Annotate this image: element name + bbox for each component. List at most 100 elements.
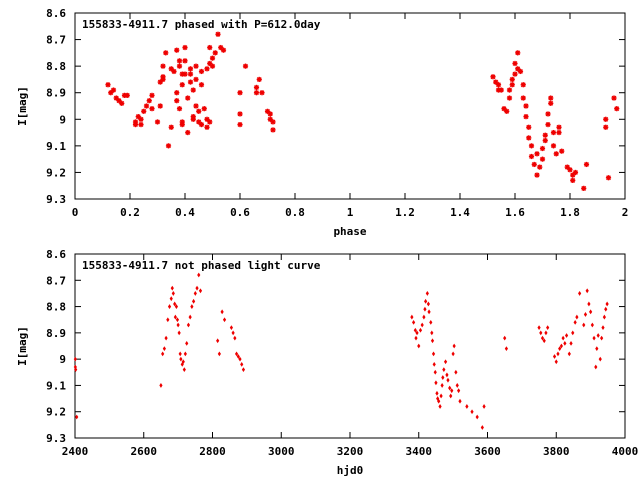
data-point <box>585 288 589 294</box>
y-tick-label: 9.1 <box>46 140 66 153</box>
data-point <box>554 359 558 365</box>
data-point <box>545 111 551 117</box>
data-point <box>149 92 155 98</box>
data-point <box>528 143 535 149</box>
data-point <box>174 304 179 309</box>
data-point <box>198 122 205 128</box>
data-point <box>209 63 216 69</box>
data-point <box>561 335 565 341</box>
data-point <box>253 90 260 96</box>
data-point <box>604 306 608 312</box>
data-point <box>176 322 180 328</box>
y-tick-label: 8.7 <box>46 274 66 287</box>
data-point <box>556 129 562 136</box>
data-point <box>201 106 207 112</box>
data-point <box>241 367 246 373</box>
x-tick-label: 3400 <box>406 445 433 458</box>
data-point <box>431 351 436 357</box>
data-point <box>422 314 426 320</box>
axis-ticks: 0 0.2 0.4 0.6 0.8 1 1.2 1.4 1.6 1.8 2 8.6 8.7 8.8 8.9 9… <box>46 7 628 219</box>
data-point <box>523 103 529 109</box>
data-point <box>509 76 515 83</box>
data-point <box>602 314 606 320</box>
data-point <box>166 317 170 323</box>
data-point <box>160 76 166 83</box>
data-point <box>168 124 174 130</box>
data-point <box>187 71 194 77</box>
data-point <box>542 132 548 138</box>
data-point <box>433 369 437 375</box>
data-point <box>559 343 564 349</box>
data-point <box>526 135 532 141</box>
data-point <box>157 103 163 109</box>
data-point <box>218 44 224 51</box>
data-point <box>564 333 569 338</box>
y-tick-label: 8.8 <box>46 60 66 73</box>
plot-frame <box>74 12 626 200</box>
data-point <box>454 369 458 375</box>
data-point <box>238 356 242 362</box>
data-point <box>215 31 221 37</box>
data-point <box>603 124 609 130</box>
data-point <box>74 367 78 373</box>
data-point <box>198 288 203 294</box>
data-points <box>73 272 609 430</box>
data-point <box>451 351 455 357</box>
data-point <box>445 372 449 378</box>
x-tick-label: 2 <box>622 206 629 219</box>
data-point <box>237 122 243 128</box>
data-point <box>457 388 461 394</box>
data-point <box>432 362 436 367</box>
data-point <box>603 116 609 122</box>
data-point <box>187 79 194 85</box>
y-tick-label: 9.1 <box>46 379 66 392</box>
data-point <box>506 95 513 101</box>
data-point <box>450 388 454 394</box>
data-point <box>167 304 172 309</box>
x-tick-label: 2800 <box>199 445 226 458</box>
data-point <box>575 314 579 320</box>
data-point <box>446 377 450 383</box>
data-point <box>537 325 541 330</box>
data-point <box>558 346 562 352</box>
data-point <box>424 298 428 304</box>
data-point <box>190 87 196 93</box>
data-point <box>589 309 593 315</box>
data-point <box>193 291 197 296</box>
data-point <box>179 356 183 362</box>
data-point <box>539 156 546 162</box>
data-point <box>449 393 453 399</box>
data-point <box>542 338 546 344</box>
data-point <box>182 71 188 77</box>
data-point <box>270 119 276 125</box>
data-point <box>165 143 172 149</box>
y-tick-label: 8.9 <box>46 327 66 340</box>
data-point <box>413 327 417 333</box>
data-point <box>440 383 444 388</box>
data-point <box>193 76 199 83</box>
data-point <box>425 291 429 296</box>
data-point <box>441 375 445 380</box>
y-tick-label: 8.6 <box>46 248 66 261</box>
data-point <box>542 137 548 144</box>
data-point <box>548 100 554 106</box>
data-point <box>220 47 227 53</box>
data-point <box>171 291 175 296</box>
data-point <box>563 340 567 346</box>
data-point <box>73 356 77 362</box>
data-point <box>556 351 560 357</box>
data-point <box>161 351 165 357</box>
data-point <box>569 340 573 346</box>
data-point <box>198 82 205 88</box>
data-point <box>73 364 77 370</box>
data-point <box>169 296 173 302</box>
data-point <box>231 330 235 336</box>
data-point <box>512 60 518 67</box>
data-point <box>138 116 144 122</box>
x-tick-label: 1 <box>347 206 354 219</box>
data-point <box>559 148 565 154</box>
data-point <box>592 335 596 341</box>
data-point <box>237 90 243 96</box>
data-point <box>504 346 509 352</box>
data-point <box>550 143 557 149</box>
